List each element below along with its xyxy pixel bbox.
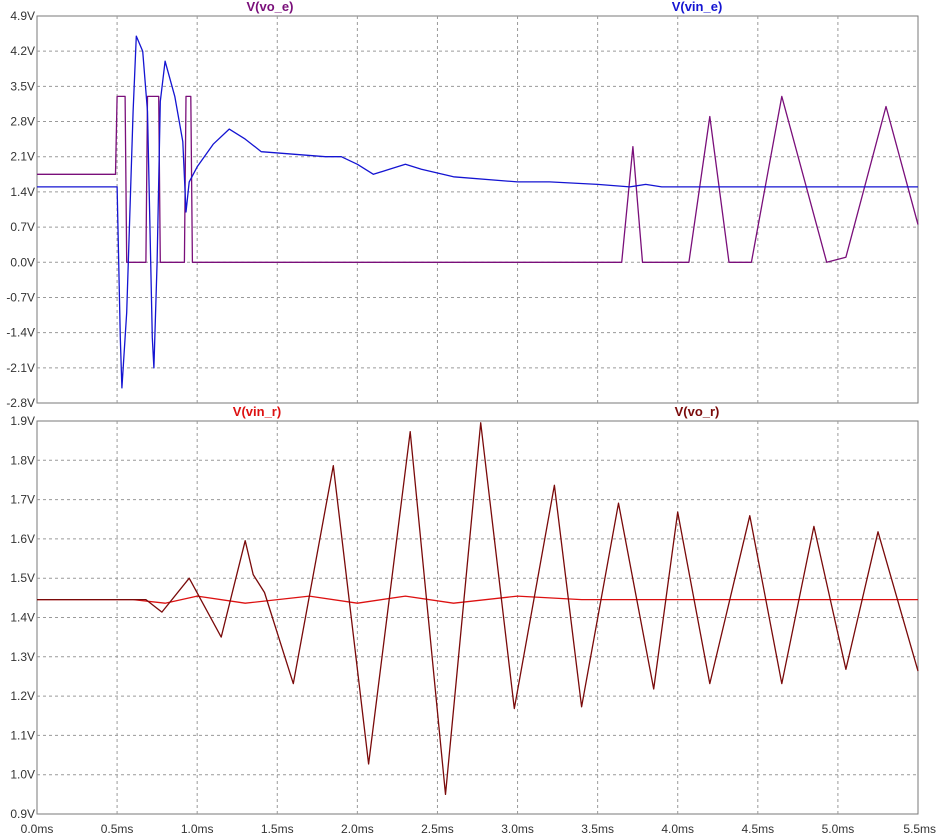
y-tick-label: -2.8V [6,396,35,410]
y-tick-label: 1.9V [10,414,35,428]
trace-v-vin-e[interactable] [37,35,918,389]
y-tick-label: 1.2V [10,689,35,703]
y-tick-label: 2.1V [10,150,35,164]
trace-label-vin-r[interactable]: V(vin_r) [233,404,281,419]
x-tick-label: 2.5ms [421,822,454,836]
time-axis-ticks: 0.0ms 0.5ms 1.0ms 1.5ms 2.0ms 2.5ms 3.0ms 3.5ms… [21,822,936,836]
y-tick-label: 1.4V [10,611,35,625]
top-pane: 4.9V 4.2V 3.5V 2.8V 2.1V 1.4V 0.7V 0.0V -0.7V -1.… [6,0,919,410]
trace-label-vo-r[interactable]: V(vo_r) [675,404,720,419]
y-tick-label: 0.0V [10,255,35,269]
y-tick-label: -0.7V [6,290,35,304]
x-tick-label: 1.0ms [181,822,214,836]
y-tick-label: 1.7V [10,493,35,507]
trace-v-vo-e[interactable] [37,95,919,263]
top-pane-traces [37,35,919,389]
y-tick-label: 0.9V [10,807,35,821]
y-tick-label: 0.7V [10,220,35,234]
x-tick-label: 4.5ms [741,822,774,836]
x-tick-label: 5.5ms [903,822,936,836]
trace-v-vo-r[interactable] [37,422,919,796]
x-tick-label: 0.0ms [21,822,54,836]
x-tick-label: 4.0ms [661,822,694,836]
top-pane-frame [36,15,919,404]
bottom-pane: 1.9V 1.8V 1.7V 1.6V 1.5V 1.4V 1.3V 1.2V 1.1V 1.0V… [10,404,919,821]
y-tick-label: 1.4V [10,185,35,199]
top-pane-y-ticks: 4.9V 4.2V 3.5V 2.8V 2.1V 1.4V 0.7V 0.0V -0.7V -1.… [6,9,35,410]
y-tick-label: 1.5V [10,571,35,585]
y-tick-label: 2.8V [10,115,35,129]
x-tick-label: 3.0ms [501,822,534,836]
trace-label-vin-e[interactable]: V(vin_e) [672,0,723,14]
bottom-pane-traces [37,422,919,796]
y-tick-label: 3.5V [10,79,35,93]
bottom-pane-y-ticks: 1.9V 1.8V 1.7V 1.6V 1.5V 1.4V 1.3V 1.2V 1.1V 1.0V… [10,414,35,821]
x-tick-label: 3.5ms [581,822,614,836]
x-tick-label: 1.5ms [261,822,294,836]
y-tick-label: 1.8V [10,453,35,467]
x-tick-label: 0.5ms [101,822,134,836]
trace-label-vo-e[interactable]: V(vo_e) [247,0,294,14]
y-tick-label: 1.3V [10,650,35,664]
x-tick-label: 5.0ms [822,822,855,836]
y-tick-label: -1.4V [6,326,35,340]
y-tick-label: 4.9V [10,9,35,23]
trace-v-vin-r[interactable] [37,595,918,604]
y-tick-label: 1.6V [10,532,35,546]
y-tick-label: -2.1V [6,361,35,375]
y-tick-label: 1.0V [10,768,35,782]
x-tick-label: 2.0ms [341,822,374,836]
y-tick-label: 4.2V [10,44,35,58]
y-tick-label: 1.1V [10,728,35,742]
